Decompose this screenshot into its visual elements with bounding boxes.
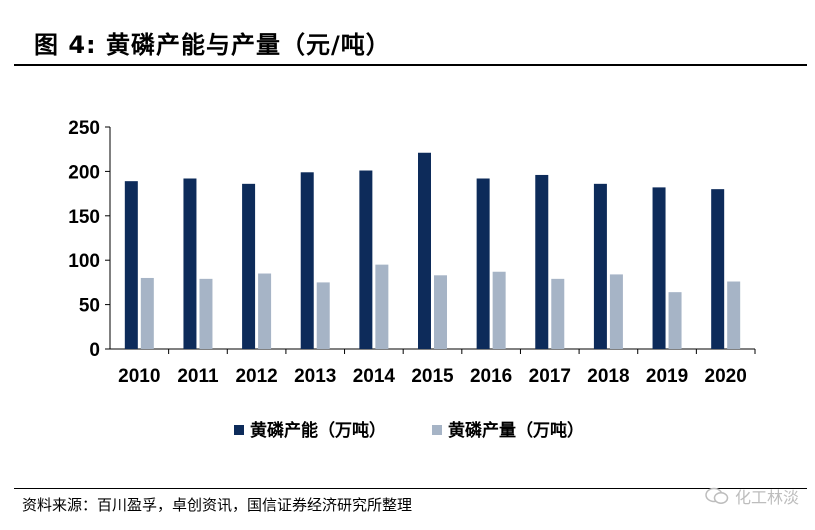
legend-production-label: 黄磷产量（万吨） bbox=[448, 420, 584, 441]
bar-production bbox=[375, 264, 389, 349]
bar-capacity bbox=[535, 174, 549, 349]
chart-title: 图 4: 黄磷产能与产量（元/吨） bbox=[34, 31, 391, 59]
wechat-icon bbox=[705, 487, 729, 504]
bar-production bbox=[258, 273, 272, 349]
x-tick-label: 2010 bbox=[118, 366, 160, 387]
x-tick-label: 2013 bbox=[294, 366, 336, 387]
x-tick-label: 2019 bbox=[646, 366, 688, 387]
x-tick-label: 2011 bbox=[177, 366, 219, 387]
y-tick-label: 150 bbox=[68, 207, 100, 228]
bar-production bbox=[199, 278, 213, 349]
y-tick-label: 100 bbox=[68, 251, 100, 272]
bar-capacity bbox=[476, 178, 490, 349]
legend-capacity-swatch bbox=[234, 425, 244, 435]
legend-capacity-label: 黄磷产能（万吨） bbox=[250, 420, 386, 441]
x-tick-label: 2015 bbox=[411, 366, 454, 387]
y-tick-label: 50 bbox=[79, 296, 100, 317]
y-tick-label: 200 bbox=[68, 162, 100, 183]
bar-capacity bbox=[183, 178, 197, 349]
chart-bars bbox=[124, 152, 741, 349]
bar-production bbox=[727, 281, 741, 349]
bar-production bbox=[492, 271, 506, 349]
bar-capacity bbox=[124, 181, 138, 349]
bar-production bbox=[668, 292, 682, 349]
chart-legend: 黄磷产能（万吨） 黄磷产量（万吨） bbox=[234, 420, 584, 441]
x-tick-label: 2016 bbox=[470, 366, 512, 387]
bar-capacity bbox=[652, 187, 666, 349]
legend-production-swatch bbox=[432, 425, 442, 435]
bar-production bbox=[609, 274, 623, 349]
title-bar: 图 4: 黄磷产能与产量（元/吨） bbox=[14, 12, 807, 66]
bar-production bbox=[140, 277, 154, 349]
x-tick-label: 2014 bbox=[353, 366, 396, 387]
bar-capacity bbox=[711, 189, 725, 349]
bar-capacity bbox=[593, 183, 607, 349]
bar-capacity bbox=[242, 183, 256, 349]
footer-divider bbox=[14, 488, 807, 489]
y-tick-label: 250 bbox=[68, 118, 100, 139]
bar-capacity bbox=[418, 152, 431, 349]
bar-capacity bbox=[300, 172, 314, 349]
x-tick-label: 2018 bbox=[587, 366, 629, 387]
y-tick-label: 0 bbox=[89, 340, 100, 361]
x-tick-label: 2020 bbox=[705, 366, 747, 387]
bar-production bbox=[434, 275, 447, 349]
watermark-text: 化工林淡 bbox=[734, 488, 799, 507]
bar-capacity bbox=[359, 170, 373, 349]
x-tick-label: 2012 bbox=[235, 366, 277, 387]
watermark: 化工林淡 bbox=[705, 484, 799, 508]
chart-axes: 0 50 100 150 200 250 2010 2011 2012 2013 2014 2015 2… bbox=[68, 118, 756, 387]
bar-production bbox=[551, 278, 565, 349]
x-tick-label: 2017 bbox=[529, 366, 571, 387]
source-note: 资料来源：百川盈孚，卓创资讯，国信证券经济研究所整理 bbox=[22, 496, 413, 514]
bar-production bbox=[316, 282, 330, 349]
